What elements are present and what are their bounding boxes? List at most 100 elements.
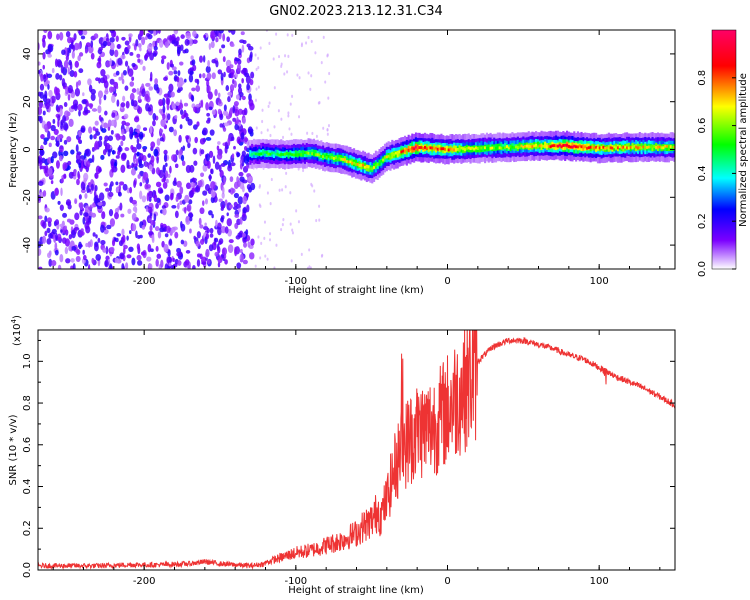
spectrogram-cell	[121, 128, 125, 135]
spectrogram-ridge-cell	[285, 152, 288, 155]
spectrogram-cell	[206, 112, 210, 117]
spectrogram-cell	[161, 55, 167, 60]
spectrogram-cell	[289, 222, 292, 226]
spectrogram-cell	[188, 74, 194, 83]
spectrogram-cell	[50, 155, 54, 164]
spectrogram-cell	[280, 117, 283, 121]
spectrogram-cell	[196, 259, 201, 267]
spectrogram-cell	[221, 192, 225, 199]
spectrogram-cell	[94, 120, 99, 126]
spectrogram-ridge-cell	[363, 165, 367, 169]
spectrogram-cell	[195, 103, 201, 108]
spectrogram-cell	[162, 105, 166, 114]
spectrogram-cell	[230, 30, 236, 35]
spectrogram-cell	[56, 106, 61, 113]
spectrogram-cell	[137, 43, 142, 48]
spectrogram-ridge-cell	[442, 147, 445, 151]
snr-x-tick-label: 0	[444, 576, 450, 587]
spectrogram-ridge-cell	[538, 144, 541, 148]
spectrogram-cell	[188, 199, 193, 205]
spectrogram-cell	[179, 186, 184, 195]
spectrogram-ridge-cell	[280, 153, 283, 156]
spectrogram-cell	[83, 212, 89, 217]
spectrogram-cell	[75, 81, 79, 89]
spectrogram-cell	[181, 160, 186, 167]
spectrogram-cell	[234, 57, 240, 62]
spectrogram-cell	[150, 155, 155, 163]
spectrogram-cell	[136, 53, 141, 58]
spectrogram-cell	[218, 198, 223, 203]
spectrogram-cell	[141, 36, 146, 46]
spectrogram-cell	[184, 38, 190, 46]
spectrogram-cell	[90, 40, 94, 48]
spectrogram-ridge-cell	[382, 158, 385, 162]
spectrogram-cell	[310, 74, 313, 78]
spectrogram-cell	[269, 232, 272, 236]
spectrogram-cell	[200, 149, 205, 155]
spectrogram-cell	[210, 168, 214, 175]
spectrogram-cell	[109, 246, 115, 253]
spectrogram-cell	[131, 88, 137, 93]
spectrogram-cell	[217, 141, 221, 145]
spectrogram-cell	[282, 217, 285, 222]
spectrogram-cell	[96, 61, 102, 69]
spectrogram-cell	[291, 94, 294, 98]
spectrogram-cell	[70, 258, 75, 263]
spectrogram-ridge-cell	[425, 147, 428, 150]
spectrogram-cell	[144, 161, 148, 168]
spectrogram-cell	[216, 153, 223, 160]
spectrogram-cell	[139, 153, 144, 161]
spectrogram-cell	[185, 116, 190, 122]
spectrogram-cell	[185, 32, 192, 39]
spectrogram-cell	[259, 256, 262, 260]
spectrogram-cell	[119, 202, 123, 211]
spectrogram-ridge-cell	[496, 145, 499, 149]
spectrogram-ridge-cell	[320, 155, 323, 158]
spectrogram-cell	[121, 152, 127, 160]
spectrogram-cell	[309, 87, 312, 92]
spectrogram-cell	[285, 171, 288, 175]
spectrogram-ridge-cell	[400, 150, 403, 154]
spectrogram-cell	[173, 129, 178, 137]
spectrogram-cell	[48, 89, 53, 98]
spectrogram-cell	[64, 110, 70, 118]
spectrogram-cell	[144, 36, 148, 41]
spectrogram-cell	[54, 187, 59, 196]
spectrogram-ridge-cell	[409, 147, 412, 151]
spectrogram-y-tick-label: 20	[22, 95, 33, 108]
spectrogram-ridge-cell	[571, 145, 574, 149]
spectrogram-cell	[82, 249, 85, 255]
spectrogram-cell	[317, 101, 320, 105]
spectrogram-cell	[38, 157, 42, 164]
spectrogram-cell	[176, 252, 182, 257]
spectrogram-ridge-cell	[507, 146, 510, 150]
spectrogram-cell	[187, 264, 191, 269]
spectrogram-cell	[41, 157, 46, 164]
spectrogram-ridge-cell	[271, 151, 274, 155]
spectrogram-cell	[65, 115, 70, 121]
spectrogram-cell	[45, 98, 51, 104]
spectrogram-cell	[207, 259, 211, 264]
spectrogram-ridge-cell	[598, 146, 601, 150]
spectrogram-cell	[124, 147, 130, 152]
spectrogram-cell	[80, 228, 84, 233]
spectrogram-ridge-cell	[666, 144, 669, 152]
spectrogram-cell	[115, 133, 121, 141]
spectrogram-cell	[170, 91, 175, 98]
spectrogram-cell	[142, 127, 148, 131]
spectrogram-cell	[261, 108, 264, 112]
spectrogram-cell	[237, 232, 243, 238]
spectrogram-cell	[318, 218, 321, 222]
spectrogram-ridge-cell	[520, 144, 523, 148]
spectrogram-ridge-cell	[444, 147, 447, 151]
spectrogram-cell	[63, 122, 69, 131]
spectrogram-ridge-cell	[307, 151, 310, 155]
spectrogram-cell	[100, 224, 105, 233]
spectrogram-ridge-cell	[478, 146, 481, 150]
spectrogram-cell	[39, 163, 42, 170]
spectrogram-cell	[104, 110, 108, 116]
spectrogram-ridge-cell	[272, 151, 276, 158]
spectrogram-ridge-cell	[547, 144, 550, 148]
spectrogram-cell	[250, 71, 255, 79]
spectrogram-cell	[100, 154, 105, 160]
